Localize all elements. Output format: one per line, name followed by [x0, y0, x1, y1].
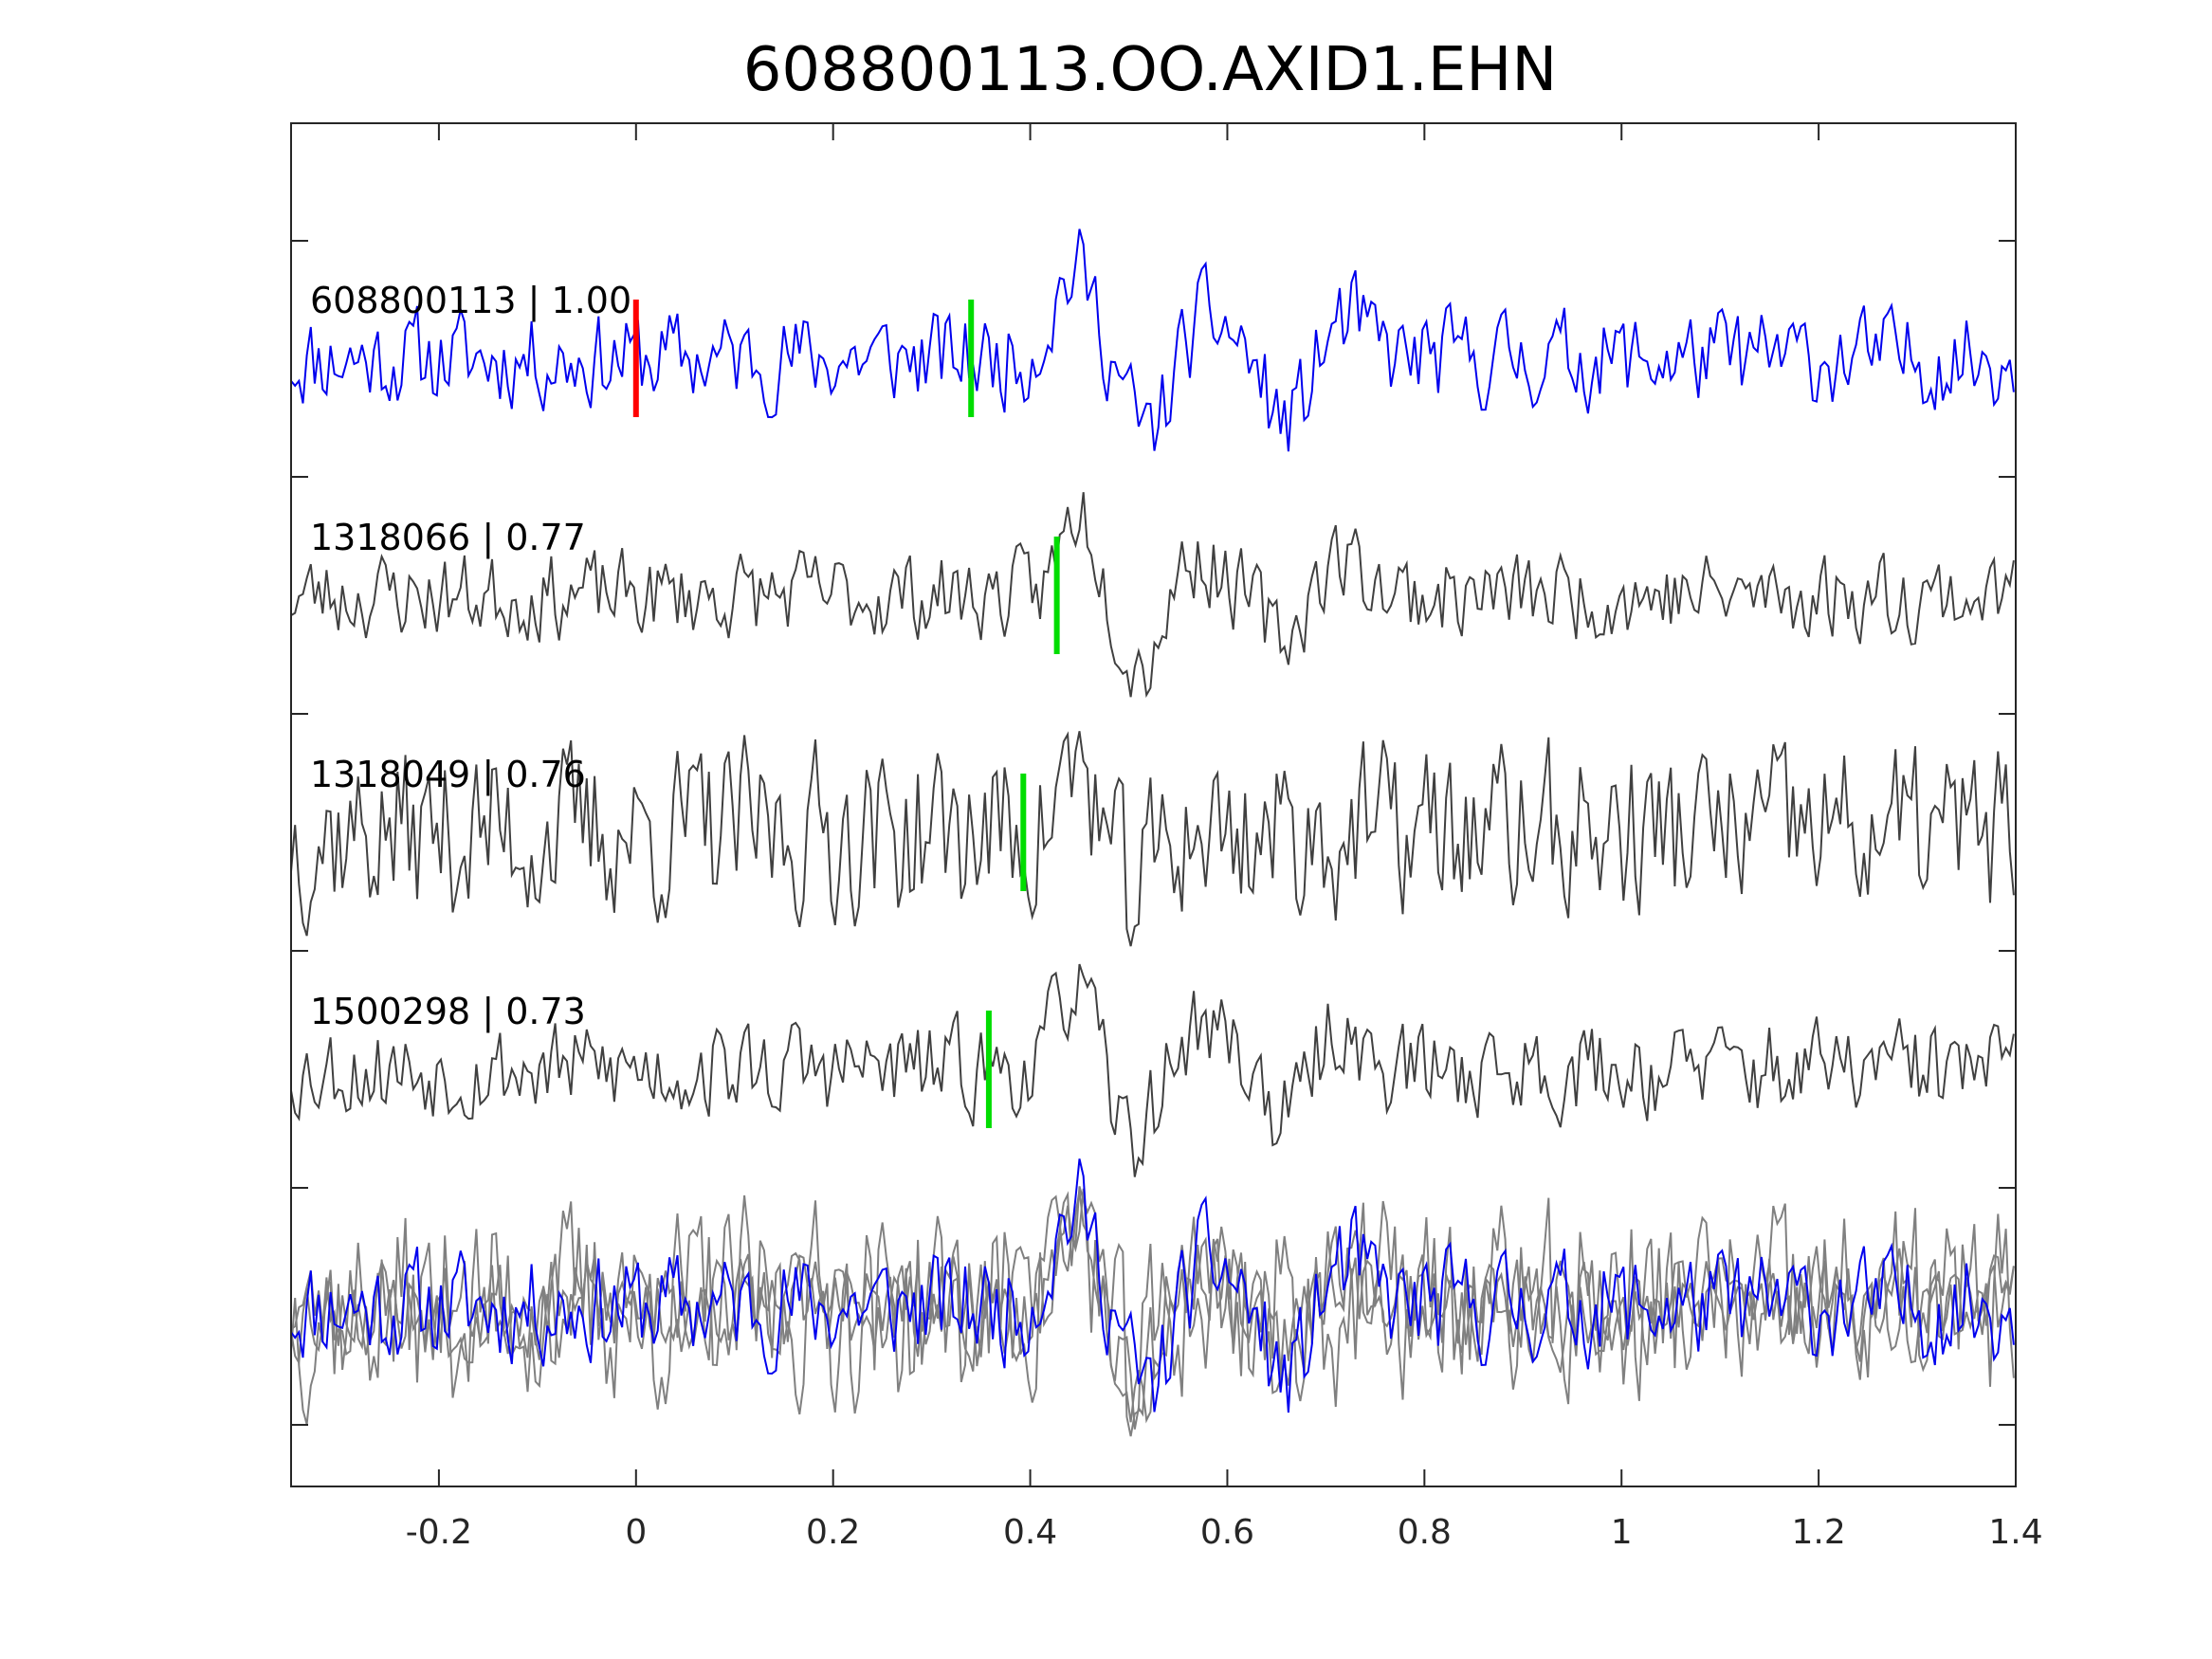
x-tick-label: 0.6 [1200, 1513, 1254, 1552]
trace-line-4 [290, 963, 2015, 1177]
chart-title: 608800113.OO.AXID1.EHN [743, 35, 1558, 105]
plot-frame [290, 122, 2017, 1487]
x-tick-label: 0.4 [1003, 1513, 1057, 1552]
trace-label-4: 1500298 | 0.73 [310, 991, 586, 1033]
x-tick-label: 1 [1611, 1513, 1633, 1552]
trace-label-2: 1318066 | 0.77 [310, 517, 586, 559]
traces [290, 228, 2015, 1437]
x-tick-label: 1.4 [1988, 1513, 2042, 1552]
x-tick-label: 1.2 [1791, 1513, 1845, 1552]
x-tick-label: 0.2 [806, 1513, 860, 1552]
overlay-trace-3 [290, 1191, 2015, 1437]
trace-labels: 608800113 | 1.00 1318066 | 0.77 1318049 | … [310, 280, 631, 1033]
trace-line-2 [290, 492, 2015, 699]
x-tick-label: 0 [625, 1513, 647, 1552]
axes-frame: -0.2 0 0.2 0.4 0.6 0.8 1 1.2 1.4 [290, 122, 2043, 1552]
trace-line-1 [290, 228, 2015, 452]
x-tick-label: -0.2 [406, 1513, 472, 1552]
trace-label-3: 1318049 | 0.76 [310, 754, 586, 796]
overlay-trace-1 [290, 1158, 2015, 1413]
trace-line-3 [290, 731, 2015, 947]
trace-label-1: 608800113 | 1.00 [310, 280, 631, 322]
x-tick-label: 0.8 [1398, 1513, 1452, 1552]
